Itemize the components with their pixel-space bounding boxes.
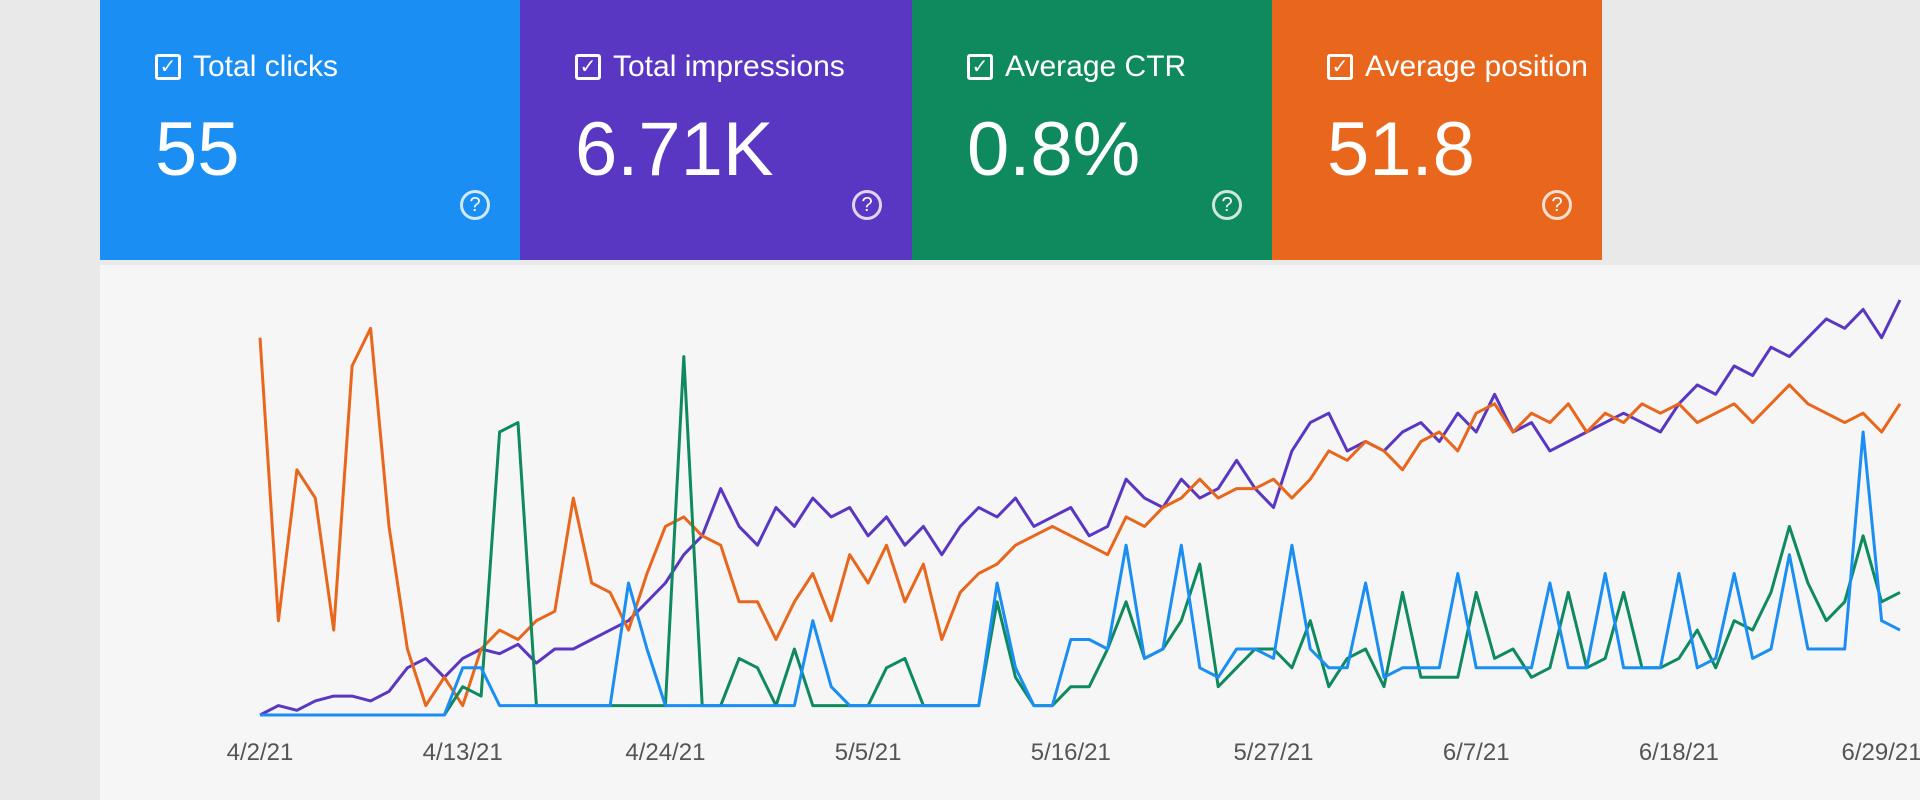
series-line bbox=[260, 355, 1901, 717]
metric-card[interactable]: ✓ Average position 51.8? bbox=[1272, 0, 1602, 260]
series-line bbox=[258, 326, 1902, 708]
card-label: Total impressions bbox=[613, 50, 845, 83]
series-line bbox=[259, 299, 1902, 717]
card-header: ✓ Total impressions bbox=[575, 50, 912, 84]
card-label: Average CTR bbox=[1005, 50, 1187, 83]
checkbox: ✓ bbox=[575, 54, 601, 80]
x-tick-label: 5/16/21 bbox=[1031, 739, 1111, 766]
help-icon: ? bbox=[1212, 190, 1242, 220]
card-value: 55 bbox=[155, 107, 240, 192]
x-tick-label: 4/2/21 bbox=[227, 739, 294, 766]
x-tick-label: 4/24/21 bbox=[625, 739, 705, 766]
card-header: ✓ Total clicks bbox=[155, 50, 520, 84]
checkbox: ✓ bbox=[1327, 54, 1353, 80]
card-header: ✓ Average position bbox=[1327, 50, 1602, 84]
card-value: 51.8 bbox=[1327, 107, 1475, 192]
card-value: 0.8% bbox=[967, 107, 1141, 192]
help-icon: ? bbox=[460, 190, 490, 220]
x-tick-label: 6/18/21 bbox=[1639, 739, 1719, 766]
metric-card[interactable]: ✓ Average CTR 0.8%? bbox=[912, 0, 1272, 260]
checkbox: ✓ bbox=[967, 54, 993, 80]
card-header: ✓ Average CTR bbox=[967, 50, 1272, 84]
series-line bbox=[260, 430, 1901, 717]
metric-card[interactable]: ✓ Total clicks 55? bbox=[100, 0, 520, 260]
card-value: 6.71K bbox=[575, 107, 774, 192]
card-label: Average position bbox=[1365, 50, 1588, 83]
card-label: Total clicks bbox=[193, 50, 339, 83]
x-tick-label: 5/5/21 bbox=[835, 739, 902, 766]
x-tick-label: 4/13/21 bbox=[423, 739, 503, 766]
help-icon: ? bbox=[852, 190, 882, 220]
x-tick-label: 6/29/21 bbox=[1842, 739, 1920, 766]
chart-panel bbox=[100, 265, 1920, 800]
metric-card[interactable]: ✓ Total impressions 6.71K? bbox=[520, 0, 912, 260]
x-tick-label: 5/27/21 bbox=[1233, 739, 1313, 766]
summary-cards: ✓ Total clicks 55? ✓ Total impressions 6.71K?… bbox=[100, 0, 1602, 260]
help-icon: ? bbox=[1542, 190, 1572, 220]
x-tick-label: 6/7/21 bbox=[1443, 739, 1510, 766]
checkbox: ✓ bbox=[155, 54, 181, 80]
